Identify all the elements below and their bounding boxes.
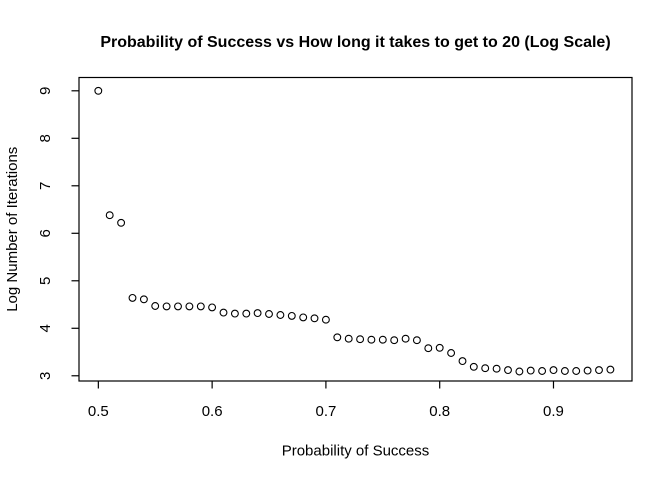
data-point	[583, 366, 592, 375]
y-tick-label: 4	[37, 324, 54, 332]
data-points-group	[94, 86, 615, 376]
data-point	[310, 314, 319, 323]
data-point	[447, 349, 456, 357]
x-axis-title: Probability of Success	[282, 443, 430, 460]
data-point	[606, 365, 615, 374]
data-point	[538, 367, 547, 375]
data-point	[185, 302, 194, 311]
y-tick-label: 7	[37, 182, 54, 190]
chart-title: Probability of Success vs How long it ta…	[100, 34, 610, 51]
plot-border	[78, 76, 633, 382]
data-point	[151, 302, 160, 310]
data-point	[196, 302, 205, 311]
data-point	[469, 362, 478, 371]
x-tick-label: 0.5	[88, 403, 109, 420]
data-point	[94, 86, 103, 95]
data-point	[504, 366, 512, 375]
data-point	[253, 309, 262, 318]
data-point	[401, 334, 410, 343]
data-point	[492, 364, 501, 373]
data-point	[435, 343, 444, 352]
data-point	[356, 335, 365, 344]
y-tick-label: 9	[37, 87, 54, 95]
data-point	[321, 315, 330, 324]
data-point	[412, 336, 421, 345]
data-point	[526, 366, 535, 375]
x-tick-label: 0.7	[315, 403, 336, 420]
x-tick-label: 0.6	[202, 403, 223, 420]
data-point	[139, 295, 148, 304]
data-point	[595, 366, 603, 375]
data-point	[481, 364, 490, 373]
data-point	[117, 218, 126, 227]
data-point	[105, 211, 114, 220]
y-tick-label: 5	[37, 277, 54, 285]
y-tick-label: 8	[37, 134, 54, 142]
data-point	[390, 336, 399, 345]
x-axis: 0.5 0.6 0.7 0.8 0.9	[88, 381, 564, 420]
data-point	[560, 367, 569, 375]
data-point	[230, 309, 239, 318]
data-point	[333, 333, 342, 342]
data-point	[208, 303, 217, 312]
data-point	[287, 311, 296, 320]
x-tick-label: 0.8	[429, 403, 450, 420]
data-point	[515, 367, 524, 376]
data-point	[276, 311, 285, 319]
data-point	[424, 344, 433, 353]
data-point	[344, 334, 353, 343]
data-point	[128, 293, 137, 302]
data-point	[162, 302, 171, 311]
y-axis-title: Log Number of Iterations	[4, 147, 21, 312]
data-point	[299, 313, 308, 322]
data-point	[572, 367, 581, 375]
data-point	[219, 308, 228, 317]
data-point	[378, 335, 387, 344]
data-point	[549, 366, 558, 375]
y-axis: 3 4 5 6 7 8 9	[37, 87, 79, 380]
data-point	[458, 357, 467, 366]
data-point	[242, 309, 251, 318]
data-point	[367, 335, 376, 344]
y-tick-label: 6	[37, 229, 54, 237]
y-tick-label: 3	[37, 372, 54, 380]
data-point	[174, 302, 182, 311]
data-point	[265, 310, 273, 318]
x-tick-label: 0.9	[543, 403, 564, 420]
